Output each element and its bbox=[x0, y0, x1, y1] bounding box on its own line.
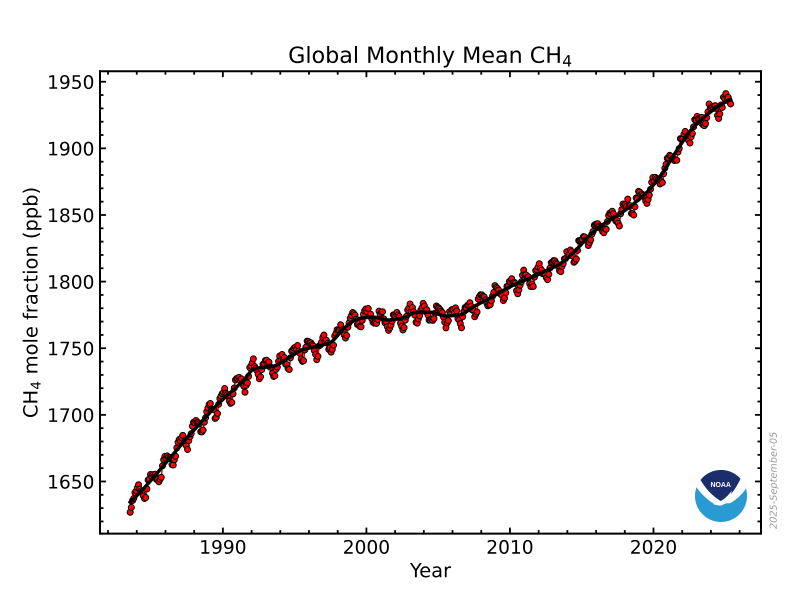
svg-text:NOAA: NOAA bbox=[711, 482, 732, 489]
